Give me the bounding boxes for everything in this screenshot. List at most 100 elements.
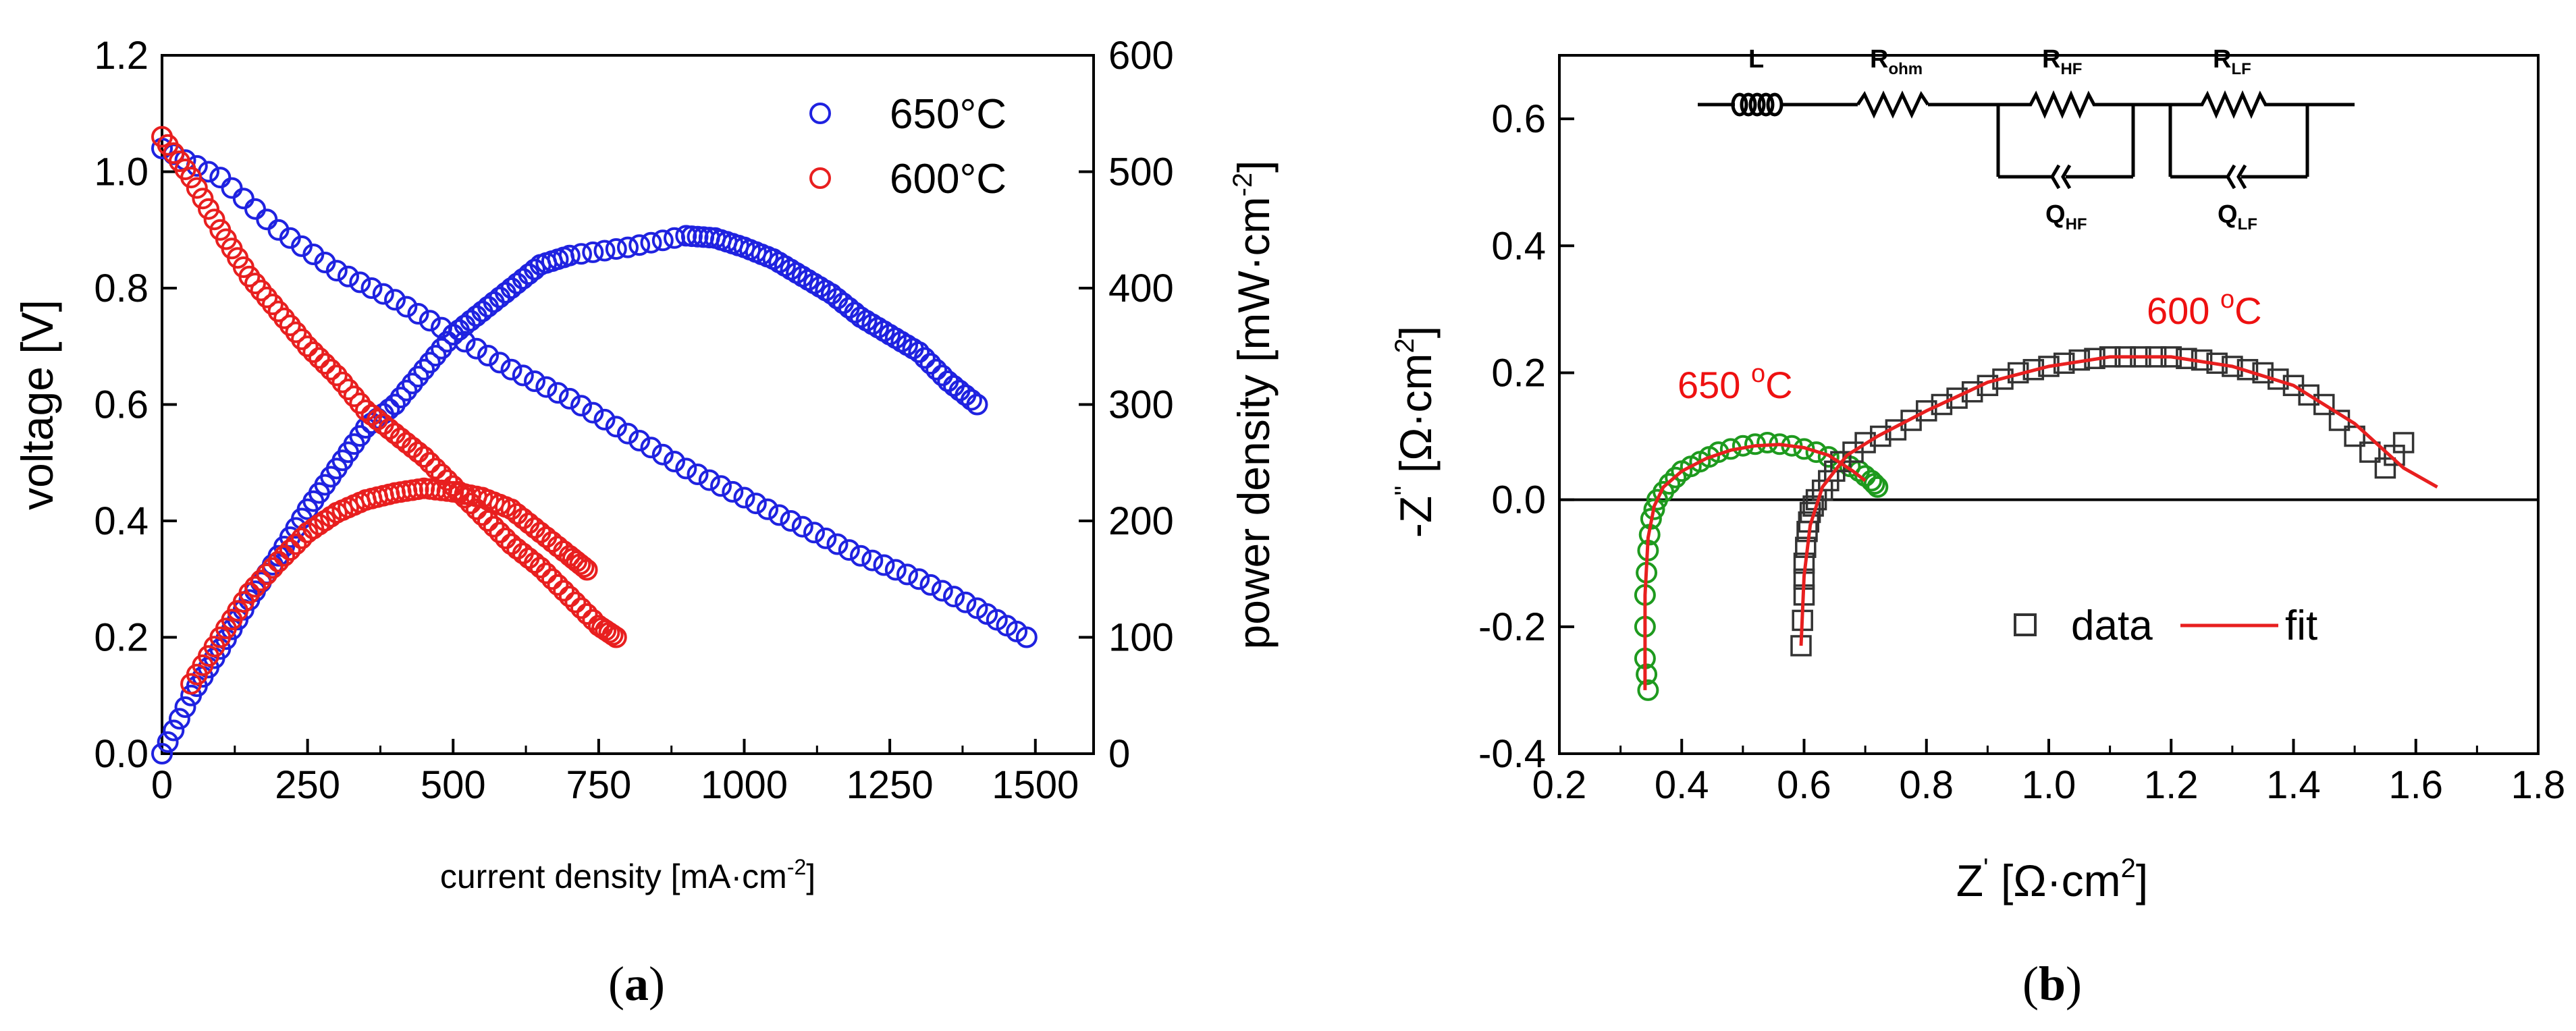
a-point	[180, 167, 203, 189]
b-point	[1946, 387, 1968, 409]
b-point	[1860, 470, 1883, 492]
cpe-lf-symbol	[2226, 164, 2236, 190]
caption-a-letter: a	[624, 957, 649, 1011]
a-point	[803, 522, 825, 544]
panel-a-ticks: 0 250 500 750 1000 1250 15000.00.20.40.60.81.0…	[94, 34, 1173, 807]
a-point	[372, 283, 394, 305]
a-point	[605, 626, 627, 648]
panel-b-ylabel: -Z'' [Ω·cm2]	[1390, 326, 1441, 538]
circuit-label-qhf: QHF	[2045, 200, 2087, 233]
a-xtick-label: 0	[151, 763, 173, 807]
a-point	[338, 265, 359, 287]
a-point	[572, 556, 595, 578]
circuit-label-qhf-main: Q	[2045, 200, 2066, 229]
a-point	[425, 345, 447, 367]
a-point	[221, 177, 243, 199]
a-point	[931, 580, 953, 602]
a-point	[360, 277, 383, 299]
b-point	[2392, 432, 2415, 453]
a-point	[384, 393, 406, 416]
b-xtick-label: 1.2	[2144, 763, 2199, 807]
a-point	[489, 522, 511, 544]
a-point	[687, 464, 709, 485]
a-point	[570, 597, 592, 619]
b-point	[1817, 446, 1840, 468]
circuit-label-rlf: RLF	[2213, 45, 2251, 78]
legend-label-600: 600°C	[890, 156, 1007, 202]
annotation-650-unit: C	[1765, 364, 1792, 406]
a-point	[238, 265, 261, 287]
b-series-0	[1634, 432, 1889, 701]
resistor-hf-symbol	[1998, 90, 2133, 119]
panel-a-xlabel-sup: -2	[787, 855, 806, 879]
b-xtick-label: 0.2	[1532, 763, 1587, 807]
panel-b-ylabel-unit-sup: 2	[1390, 338, 1420, 353]
a-point	[873, 554, 895, 576]
b-point	[2313, 393, 2335, 416]
a-point	[850, 545, 871, 567]
a-point	[273, 307, 296, 329]
legend-marker-data	[2014, 613, 2037, 636]
circuit-label-rlf-sub: LF	[2231, 60, 2251, 78]
circuit-label-l: L	[1748, 45, 1764, 74]
a-point	[489, 352, 511, 374]
a-point	[582, 401, 604, 424]
a-point	[733, 486, 755, 509]
a-y2tick-label: 400	[1108, 267, 1174, 310]
b-point	[1665, 466, 1687, 489]
a-point	[919, 353, 942, 375]
a-point	[861, 549, 884, 572]
legend-label-fit: fit	[2285, 603, 2317, 649]
a-point	[425, 457, 447, 480]
circuit-label-rohm-main: R	[1870, 45, 1888, 74]
a-point	[325, 260, 348, 282]
a-point	[413, 358, 435, 381]
annotation-600-unit: C	[2234, 289, 2261, 332]
a-point	[413, 446, 435, 468]
a-point	[349, 392, 371, 414]
a-point	[558, 244, 581, 267]
panel-b-xlabel-sup: '	[1983, 854, 1989, 883]
panel-b-xlabel-unit-sup: 2	[2121, 854, 2136, 883]
a-point	[151, 743, 173, 764]
legend-label-650: 650°C	[890, 91, 1007, 138]
a-point	[168, 708, 190, 730]
a-point	[745, 493, 767, 515]
a-point	[558, 387, 581, 410]
a-point	[232, 188, 254, 210]
panel-a-xlabel-close: ]	[806, 858, 815, 895]
a-point	[640, 231, 662, 254]
a-point	[960, 389, 982, 411]
a-point	[261, 294, 284, 316]
a-point	[431, 337, 452, 360]
panel-b-xlabel-close: ]	[2136, 856, 2148, 905]
a-ytick-label: 0.0	[94, 732, 149, 776]
resistor-ohm-symbol	[1856, 90, 1930, 119]
b-point	[1931, 393, 1953, 416]
a-point	[524, 258, 545, 281]
panel-b-ylabel-unit: [Ω·cm	[1391, 354, 1441, 486]
panel-a-y2label-close: ]	[1229, 160, 1279, 172]
a-point	[296, 335, 319, 358]
a-point	[1015, 626, 1038, 648]
a-point	[396, 296, 418, 318]
b-point	[1916, 400, 1937, 422]
cpe-hf-symbol	[2050, 164, 2061, 190]
a-y2tick-label: 0	[1108, 732, 1130, 776]
a-point	[791, 516, 813, 538]
panel-b-marks	[1634, 346, 2438, 701]
b-point	[1659, 473, 1681, 495]
b-xtick-label: 1.0	[2022, 763, 2076, 807]
a-ytick-label: 0.4	[94, 499, 149, 543]
a-point	[163, 719, 185, 742]
caption-a: (a)	[608, 957, 665, 1011]
a-point	[291, 328, 313, 350]
a-xtick-label: 1000	[701, 763, 788, 807]
a-series-3	[180, 477, 598, 695]
a-point	[390, 387, 412, 409]
a-xtick-label: 250	[275, 763, 340, 807]
a-point	[884, 559, 907, 581]
a-series-0	[151, 138, 1038, 648]
a-ytick-label: 0.6	[94, 383, 149, 427]
a-point	[157, 731, 179, 753]
